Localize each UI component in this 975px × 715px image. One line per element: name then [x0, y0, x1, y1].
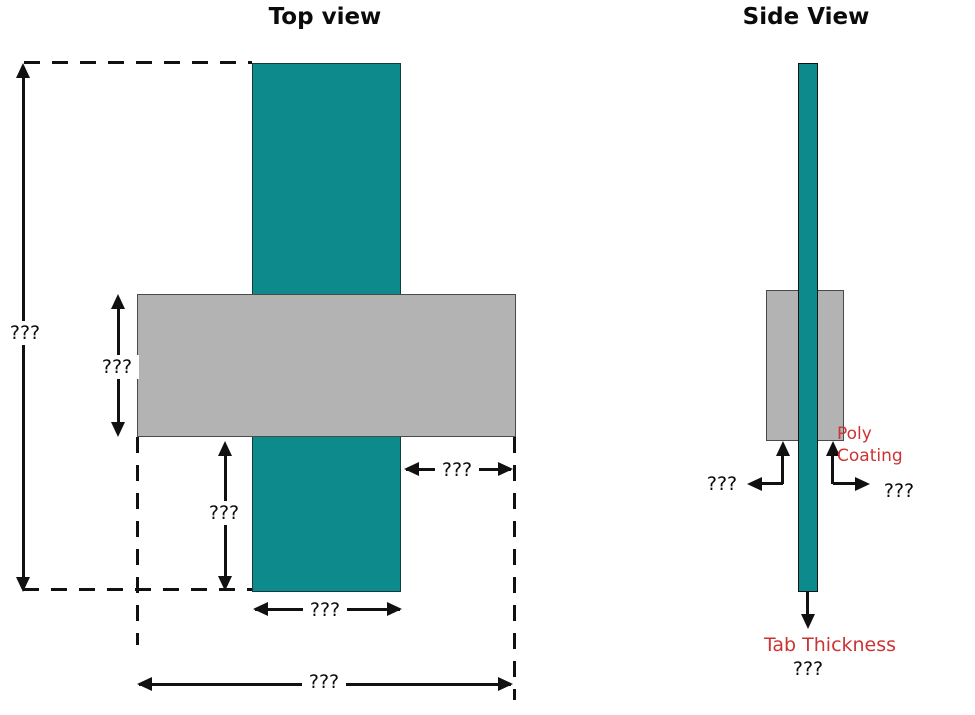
right-coating-dimension-line	[831, 452, 834, 484]
total-height-label: ???	[3, 321, 47, 345]
seal-rect-top-view	[137, 294, 516, 437]
tab-thickness-label: Tab Thickness	[763, 634, 897, 656]
left-coating-label: ???	[700, 472, 744, 496]
arrowhead-right-icon	[387, 602, 402, 616]
arrowhead-right-icon	[498, 677, 513, 691]
arrowhead-left-icon	[404, 462, 419, 476]
poly-coating-label: Poly Coating	[837, 424, 903, 466]
arrowhead-left-icon	[747, 477, 762, 491]
tab-width-label: ???	[303, 598, 347, 622]
tab-exposed-height-label: ???	[202, 501, 246, 525]
right-inset-label: ???	[435, 458, 479, 482]
arrowhead-down-icon	[111, 422, 125, 437]
left-coating-dimension-line	[781, 452, 784, 484]
total-width-label: ???	[302, 670, 346, 694]
top-view-title: Top view	[268, 4, 382, 30]
arrowhead-up-icon	[218, 441, 232, 456]
foil-outline-right-dashed-line	[513, 437, 516, 700]
arrowhead-down-icon	[16, 577, 30, 592]
left-coating-dimension-line	[752, 482, 783, 485]
arrowhead-down-icon	[218, 576, 232, 591]
arrowhead-left-icon	[253, 602, 268, 616]
arrowhead-right-icon	[498, 462, 513, 476]
arrowhead-up-icon	[776, 441, 790, 456]
arrowhead-left-icon	[137, 677, 152, 691]
foil-outline-left-dashed-line	[136, 437, 139, 645]
tab-thickness-value: ???	[778, 657, 838, 681]
tab-rect-side-view	[798, 63, 818, 592]
seal-height-label: ???	[95, 355, 139, 379]
tab-thickness-dimension-line	[806, 592, 809, 616]
arrowhead-right-icon	[855, 477, 870, 491]
side-view-title: Side View	[742, 4, 870, 30]
arrowhead-down-icon	[801, 614, 815, 629]
right-coating-label: ???	[874, 479, 924, 503]
arrowhead-up-icon	[111, 294, 125, 309]
right-coating-dimension-line	[833, 482, 857, 485]
foil-outline-top-dashed-line	[24, 61, 252, 64]
arrowhead-up-icon	[826, 441, 840, 456]
arrowhead-up-icon	[16, 63, 30, 78]
